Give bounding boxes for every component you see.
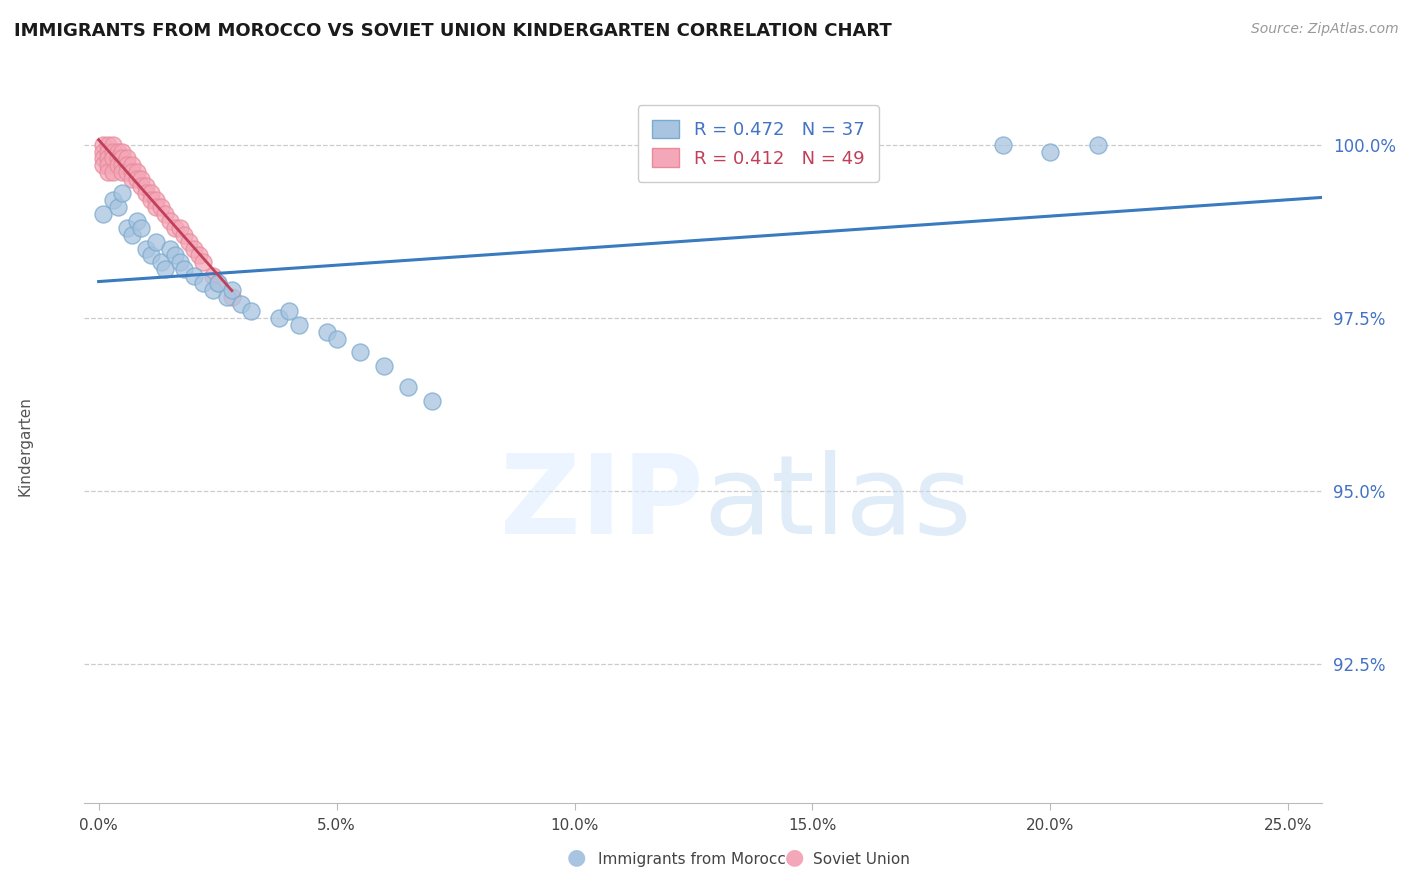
Point	[97, 158, 120, 172]
Point	[193, 276, 215, 290]
Point	[131, 179, 153, 194]
Point	[93, 152, 115, 166]
Point	[269, 310, 291, 325]
Point	[991, 137, 1014, 152]
Point	[217, 290, 239, 304]
Point	[131, 220, 153, 235]
Point	[221, 290, 243, 304]
Point	[135, 186, 157, 201]
Point	[101, 152, 124, 166]
Point	[115, 158, 138, 172]
Point	[115, 220, 138, 235]
Point	[149, 255, 172, 269]
Point	[101, 137, 124, 152]
Point	[111, 145, 134, 159]
Point	[93, 137, 115, 152]
Point	[1039, 145, 1062, 159]
Point	[125, 165, 148, 179]
Point	[373, 359, 395, 374]
Point	[207, 276, 229, 290]
Point	[169, 255, 191, 269]
Text: Immigrants from Morocco: Immigrants from Morocco	[598, 852, 794, 867]
Point	[145, 235, 167, 249]
Point	[135, 242, 157, 256]
Point	[187, 248, 209, 262]
Point	[139, 186, 162, 201]
Point	[101, 193, 124, 207]
Point	[155, 207, 177, 221]
Point	[121, 172, 143, 186]
Text: IMMIGRANTS FROM MOROCCO VS SOVIET UNION KINDERGARTEN CORRELATION CHART: IMMIGRANTS FROM MOROCCO VS SOVIET UNION …	[14, 22, 891, 40]
Point	[349, 345, 371, 359]
Point	[121, 227, 143, 242]
Point	[101, 145, 124, 159]
Point	[396, 380, 419, 394]
Point	[201, 283, 224, 297]
Point	[131, 172, 153, 186]
Point	[183, 269, 205, 284]
Point	[155, 262, 177, 277]
Point	[115, 152, 138, 166]
Point	[159, 214, 181, 228]
Point	[139, 248, 162, 262]
Point	[97, 165, 120, 179]
Point	[221, 283, 243, 297]
Point	[97, 137, 120, 152]
Point	[101, 165, 124, 179]
Point	[125, 214, 148, 228]
Point	[173, 262, 195, 277]
Legend: R = 0.472   N = 37, R = 0.412   N = 49: R = 0.472 N = 37, R = 0.412 N = 49	[638, 105, 879, 182]
Point	[111, 152, 134, 166]
Point	[177, 235, 200, 249]
Point	[121, 165, 143, 179]
Text: Soviet Union: Soviet Union	[813, 852, 910, 867]
Point	[115, 165, 138, 179]
Point	[111, 186, 134, 201]
Point	[193, 255, 215, 269]
Point	[159, 242, 181, 256]
Text: atlas: atlas	[703, 450, 972, 557]
Point	[278, 304, 301, 318]
Point	[107, 200, 129, 214]
Point	[107, 152, 129, 166]
Point	[163, 220, 186, 235]
Point	[201, 269, 224, 284]
Point	[169, 220, 191, 235]
Point	[93, 158, 115, 172]
Point	[111, 165, 134, 179]
Point	[97, 152, 120, 166]
Text: ZIP: ZIP	[499, 450, 703, 557]
Point	[183, 242, 205, 256]
Point	[125, 172, 148, 186]
Point	[325, 332, 347, 346]
Point	[163, 248, 186, 262]
Point	[173, 227, 195, 242]
Point	[239, 304, 262, 318]
Point	[420, 394, 443, 409]
Point	[287, 318, 309, 332]
Point	[231, 297, 253, 311]
Point	[1087, 137, 1109, 152]
Point	[207, 276, 229, 290]
Point	[145, 193, 167, 207]
Point	[93, 207, 115, 221]
Point	[111, 158, 134, 172]
Text: Source: ZipAtlas.com: Source: ZipAtlas.com	[1251, 22, 1399, 37]
Text: Kindergarten: Kindergarten	[18, 396, 32, 496]
Text: ●: ●	[785, 847, 804, 867]
Point	[316, 325, 339, 339]
Text: ●: ●	[567, 847, 586, 867]
Point	[107, 145, 129, 159]
Point	[139, 193, 162, 207]
Point	[145, 200, 167, 214]
Point	[135, 179, 157, 194]
Point	[97, 145, 120, 159]
Point	[121, 158, 143, 172]
Point	[93, 145, 115, 159]
Point	[107, 158, 129, 172]
Point	[149, 200, 172, 214]
